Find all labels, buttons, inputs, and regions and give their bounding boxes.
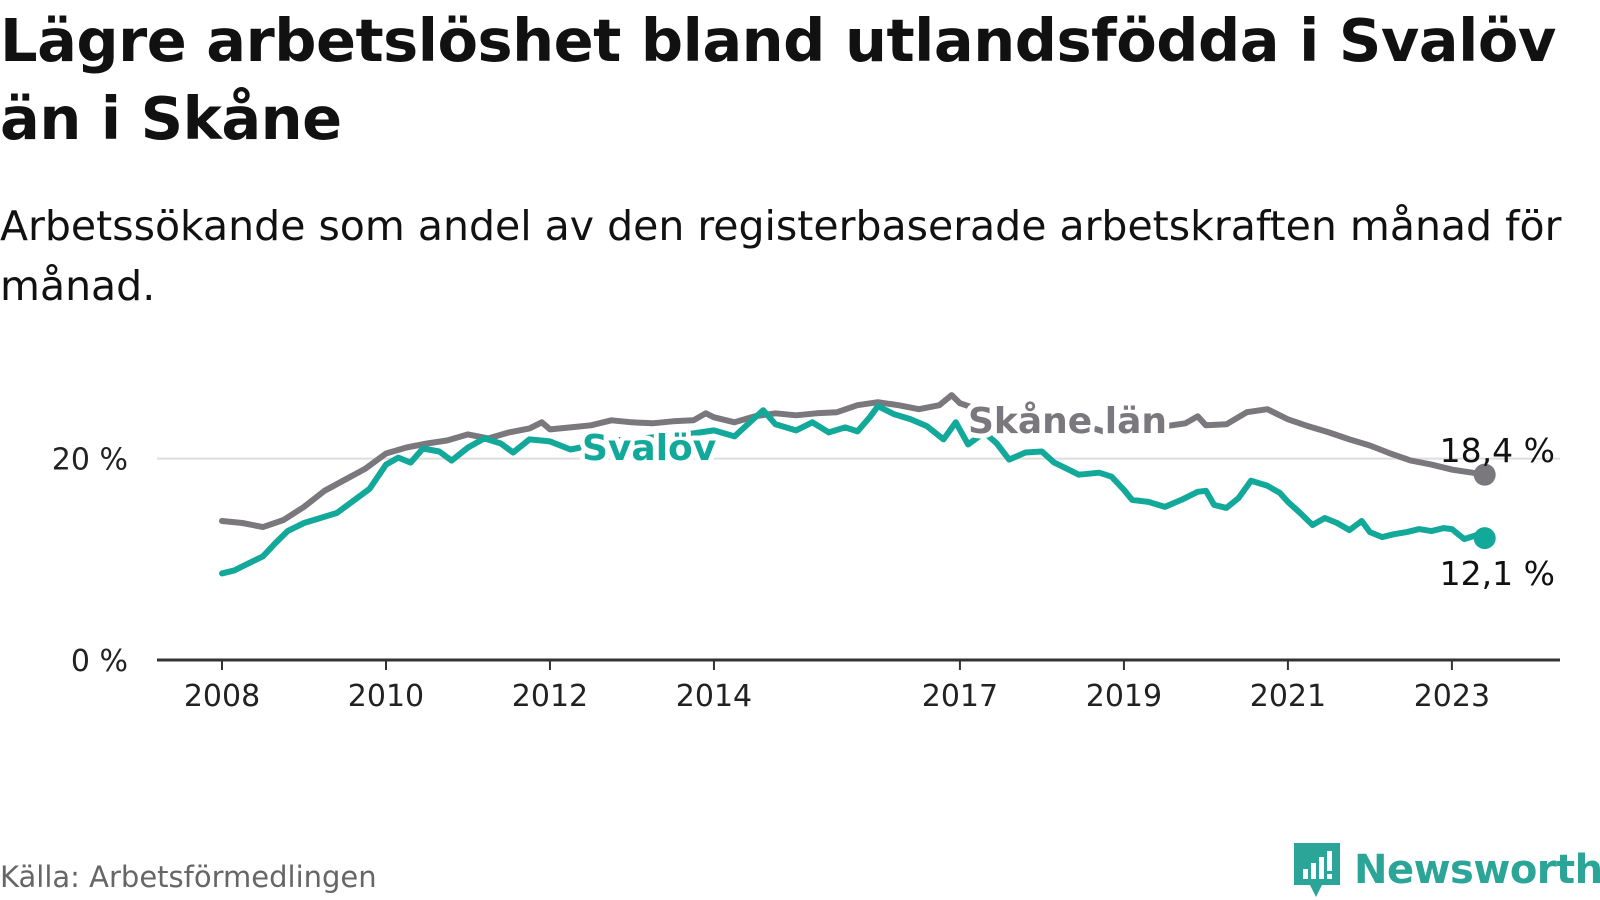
newsworthy-logo-icon xyxy=(1294,843,1340,897)
line-chart: 0 % 20 % 2008 2010 2012 2014 2017 2019 2021 2023 S… xyxy=(52,392,1560,714)
series-label-svalov: Svalöv xyxy=(582,428,716,469)
x-tick-label: 2012 xyxy=(512,679,588,714)
chart-title: Lägre arbetslöshet bland utlandsfödda i … xyxy=(0,6,1556,153)
end-label-skane: 18,4 % xyxy=(1440,431,1555,470)
series-line-skane xyxy=(219,392,1488,531)
series-line-svalov xyxy=(219,403,1488,577)
end-point-svalov xyxy=(1473,527,1496,550)
x-tick-label: 2019 xyxy=(1086,679,1162,714)
brand-name: Newsworthy xyxy=(1354,847,1600,893)
x-tick-label: 2010 xyxy=(348,679,424,714)
x-tick-label: 2014 xyxy=(676,679,752,714)
brand-logo: Newsworthy xyxy=(1292,842,1600,898)
x-tick-label: 2023 xyxy=(1414,679,1490,714)
series-label-skane: Skåne län xyxy=(968,401,1167,442)
source-note: Källa: Arbetsförmedlingen xyxy=(0,860,377,894)
end-point-skane xyxy=(1473,463,1496,486)
x-tick-label: 2021 xyxy=(1250,679,1326,714)
chart-subtitle: Arbetssökande som andel av den registerb… xyxy=(0,202,1562,310)
y-tick-label: 20 % xyxy=(52,443,128,478)
x-tick-label: 2017 xyxy=(922,679,998,714)
y-tick-label: 0 % xyxy=(71,644,128,679)
x-tick-label: 2008 xyxy=(184,679,260,714)
end-label-svalov: 12,1 % xyxy=(1440,554,1555,593)
